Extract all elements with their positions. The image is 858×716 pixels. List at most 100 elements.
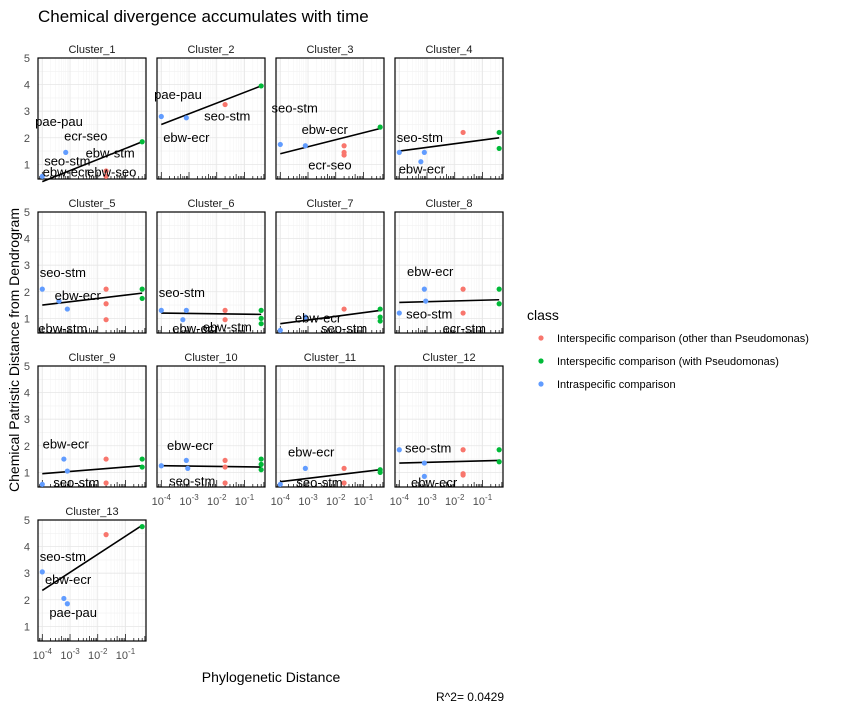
data-point xyxy=(103,173,109,179)
data-point xyxy=(277,481,283,487)
point-label: pae-pau xyxy=(154,87,202,102)
facet-strip-label: Cluster_2 xyxy=(187,44,234,56)
y-tick-label: 5 xyxy=(24,53,30,65)
point-label: ebw-ecr xyxy=(288,444,335,459)
point-label: pae-pau xyxy=(49,605,97,620)
data-point xyxy=(496,145,502,152)
facet-panel: Cluster_11 10-4 10-3 10-2 10-1 ebw-ecr seo-stm xyxy=(271,352,385,508)
y-tick-label: 3 xyxy=(24,568,30,580)
data-point xyxy=(377,306,383,312)
facet-strip-label: Cluster_3 xyxy=(306,44,353,56)
x-tick-label: 10-2 xyxy=(207,493,227,508)
facet-strip-label: Cluster_1 xyxy=(68,44,115,56)
y-tick-label: 4 xyxy=(24,234,30,246)
data-point xyxy=(421,149,427,156)
data-point xyxy=(64,601,70,607)
log-ticks xyxy=(156,326,265,333)
data-point xyxy=(103,301,109,307)
regression-line xyxy=(399,298,500,304)
data-point xyxy=(496,301,502,307)
data-point xyxy=(258,461,264,467)
data-point xyxy=(158,307,164,313)
facet-panel: Cluster_3 seo-stm ebw-ecr ecr-seo xyxy=(272,44,385,180)
data-point xyxy=(302,465,308,471)
regression-line xyxy=(399,136,500,152)
facet-panel: Cluster_12 10-4 10-3 10-2 10-1 seo-stm ebw-ecr xyxy=(390,352,504,508)
data-point xyxy=(258,307,264,313)
data-point xyxy=(496,447,502,453)
facet-strip-label: Cluster_10 xyxy=(184,352,237,364)
log-ticks xyxy=(394,326,503,333)
y-tick-label: 1 xyxy=(24,313,30,325)
panel-border xyxy=(37,57,147,180)
data-point xyxy=(139,524,145,530)
facet-strip-label: Cluster_11 xyxy=(304,352,356,364)
x-tick-label: 10-4 xyxy=(33,647,53,662)
data-point xyxy=(341,152,347,158)
log-ticks xyxy=(394,172,503,179)
data-point xyxy=(277,141,283,148)
regression-line xyxy=(161,464,262,468)
data-point xyxy=(103,168,109,174)
facet-panels: Cluster_112345pae-pauecr-seoebw-stmseo-s… xyxy=(24,44,504,662)
point-label: ebw-stm xyxy=(203,320,252,335)
data-point xyxy=(103,317,109,323)
y-tick-label: 5 xyxy=(24,515,30,527)
data-point xyxy=(377,318,383,324)
data-point xyxy=(64,306,70,312)
point-label: ebw-ecr xyxy=(302,122,349,137)
x-tick-label: 10-4 xyxy=(271,493,291,508)
facet-strip-label: Cluster_8 xyxy=(425,198,472,210)
facet-strip-label: Cluster_13 xyxy=(65,506,118,518)
y-tick-label: 2 xyxy=(24,441,30,453)
y-tick-label: 4 xyxy=(24,542,30,554)
data-point xyxy=(39,569,45,575)
data-point xyxy=(139,464,145,470)
regression-line xyxy=(280,309,381,325)
x-tick-label: 10-4 xyxy=(152,493,172,508)
data-point xyxy=(396,310,402,316)
point-label: ebw-ecr xyxy=(407,264,454,279)
y-tick-label: 3 xyxy=(24,260,30,272)
point-label: seo-stm xyxy=(296,475,342,490)
data-point xyxy=(377,314,383,320)
data-point xyxy=(56,298,62,304)
data-point xyxy=(460,310,466,316)
data-point xyxy=(139,456,145,462)
facet-strip-label: Cluster_4 xyxy=(425,44,472,56)
panel-border xyxy=(394,211,504,334)
log-ticks xyxy=(37,634,146,641)
panel-border xyxy=(394,365,504,488)
data-point xyxy=(222,457,228,464)
facet-panel: Cluster_5 1 2 3 4 5 seo-stm ebw-ecr ebw-stm xyxy=(24,198,147,336)
data-point xyxy=(39,481,45,487)
data-point xyxy=(103,480,109,486)
data-point xyxy=(341,480,347,486)
legend-label: Interspecific comparison (with Pseudomon… xyxy=(557,356,779,368)
point-label: seo-stm xyxy=(40,549,86,564)
panel-border xyxy=(394,57,504,180)
y-tick-label: 1 xyxy=(24,621,30,633)
data-point xyxy=(183,307,189,313)
point-label: ebw-ecr xyxy=(295,310,342,325)
panel-border xyxy=(156,211,266,334)
data-point xyxy=(460,472,466,478)
regression-line xyxy=(41,141,143,183)
y-tick-label: 4 xyxy=(24,388,30,400)
point-label: ebw-ecr xyxy=(55,288,102,303)
y-tick-label: 5 xyxy=(24,361,30,373)
data-point xyxy=(180,317,186,323)
data-point xyxy=(496,459,502,465)
data-point xyxy=(222,480,228,486)
regression-line xyxy=(42,464,143,475)
data-point xyxy=(103,286,109,292)
y-tick-label: 2 xyxy=(24,133,30,145)
data-point xyxy=(460,286,466,292)
point-label: seo-stm xyxy=(204,108,250,123)
point-label: seo-stm xyxy=(405,440,451,455)
